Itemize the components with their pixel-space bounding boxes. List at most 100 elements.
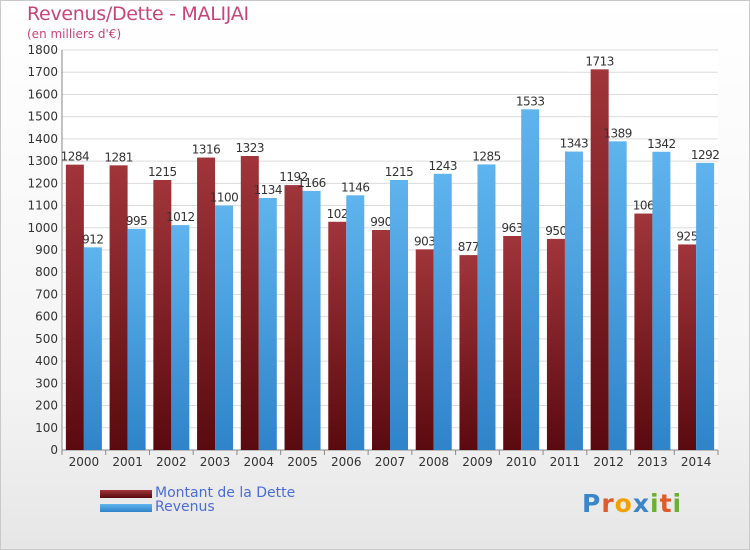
y-tick-label: 900 (35, 243, 58, 257)
bar-value-label: 1243 (428, 159, 457, 173)
legend-swatch-dette (100, 490, 152, 498)
x-tick-label: 2000 (69, 455, 100, 469)
x-tick-label: 2013 (637, 455, 668, 469)
bar-value-label: 990 (370, 215, 391, 229)
bar-value-label: 903 (414, 234, 435, 248)
bar-value-label: 1215 (148, 165, 177, 179)
bar-value-label: 877 (458, 240, 479, 254)
bar-value-label: 912 (82, 232, 103, 246)
bar-revenus (346, 195, 365, 450)
chart-title: Revenus/Dette - MALIJAI (27, 3, 249, 25)
bars: 1284912128199512151012131611001323113411… (61, 54, 720, 451)
y-tick-label: 200 (35, 399, 58, 413)
logo-letter: i (672, 489, 683, 518)
bar-revenus (652, 151, 671, 450)
bar-value-label: 1292 (691, 148, 720, 162)
logo-letter: i (650, 489, 660, 518)
bar-value-label: 1146 (341, 180, 370, 194)
bar-revenus (83, 247, 102, 450)
bar-value-label: 1285 (472, 149, 501, 163)
logo-letter: t (659, 489, 673, 518)
bar-dette (372, 230, 390, 450)
logo-letter: P (582, 489, 602, 518)
bar-revenus (390, 180, 408, 450)
x-tick-label: 2005 (287, 455, 318, 469)
logo-letter: x (632, 489, 650, 518)
bar-value-label: 1284 (61, 150, 90, 164)
bar-value-label: 1166 (297, 176, 326, 190)
x-tick-label: 2007 (375, 455, 406, 469)
logo-letter: r (601, 489, 615, 518)
y-tick-label: 400 (35, 354, 58, 368)
x-tick-label: 2012 (593, 455, 624, 469)
y-tick-label: 1000 (27, 221, 58, 235)
bar-dette (153, 180, 172, 450)
x-axis-ticks: 2000 2001 2002 2003 2004 2005 2006 2007 2008 2009… (61, 450, 719, 469)
x-tick-label: 2003 (200, 455, 231, 469)
bar-revenus (696, 162, 715, 450)
bar-dette (503, 236, 522, 450)
bar-dette (328, 221, 347, 450)
x-tick-label: 2014 (681, 455, 712, 469)
bar-revenus (127, 228, 146, 450)
bar-revenus (521, 109, 540, 450)
y-tick-label: 1700 (27, 65, 58, 79)
bar-revenus (302, 190, 321, 450)
x-tick-label: 2009 (462, 455, 493, 469)
bar-dette (634, 213, 653, 450)
y-tick-label: 800 (35, 265, 58, 279)
y-tick-label: 600 (35, 310, 58, 324)
bar-revenus (258, 198, 277, 450)
x-tick-label: 2006 (331, 455, 362, 469)
bar-value-label: 1100 (210, 191, 239, 205)
y-tick-label: 300 (35, 376, 58, 390)
bar-value-label: 1533 (516, 94, 545, 108)
y-tick-label: 1600 (27, 87, 58, 101)
bar-dette (109, 165, 128, 451)
chart-subtitle: (en milliers d'€) (27, 27, 122, 41)
y-tick-label: 500 (35, 332, 58, 346)
legend-swatch-revenus (100, 504, 152, 512)
bar-value-label: 995 (126, 214, 147, 228)
bar-value-label: 1012 (166, 210, 195, 224)
bar-value-label: 1215 (385, 165, 414, 179)
bar-dette (197, 157, 216, 451)
bar-dette (678, 244, 697, 450)
bar-value-label: 1281 (104, 150, 133, 164)
bar-revenus (608, 141, 627, 451)
bar-value-label: 950 (545, 224, 566, 238)
x-tick-label: 2008 (418, 455, 449, 469)
bar-dette (240, 156, 259, 450)
legend-label-dette: Montant de la Dette (155, 485, 296, 501)
legend-label-revenus: Revenus (155, 499, 215, 515)
x-tick-label: 2011 (550, 455, 581, 469)
bar-value-label: 1389 (603, 126, 632, 140)
y-tick-label: 100 (35, 421, 58, 435)
y-tick-label: 1800 (27, 43, 58, 57)
bar-value-label: 925 (676, 229, 697, 243)
x-tick-label: 2002 (156, 455, 187, 469)
bar-dette (590, 69, 609, 450)
bar-revenus (564, 151, 583, 451)
bar-revenus (433, 173, 452, 450)
x-tick-label: 2004 (244, 455, 275, 469)
y-tick-label: 1300 (27, 154, 58, 168)
y-tick-label: 1400 (27, 132, 58, 146)
x-tick-label: 2001 (112, 455, 143, 469)
bar-value-label: 1134 (254, 183, 283, 197)
bar-revenus (477, 164, 496, 450)
y-tick-label: 0 (50, 443, 58, 457)
logo-letter: o (614, 489, 633, 518)
bar-dette (284, 185, 303, 450)
bar-value-label: 102 (327, 207, 348, 221)
bar-revenus (215, 205, 234, 450)
y-axis-ticks: 0 100 200 300 400 500 600 700 800 900 1000 1100 1200… (27, 43, 58, 457)
y-tick-label: 1200 (27, 176, 58, 190)
bar-value-label: 1323 (236, 141, 265, 155)
y-tick-label: 700 (35, 287, 58, 301)
bar-dette (546, 238, 565, 450)
bar-value-label: 1343 (560, 137, 589, 151)
proxiti-logo: Proxiti (582, 489, 682, 518)
x-tick-label: 2010 (506, 455, 537, 469)
